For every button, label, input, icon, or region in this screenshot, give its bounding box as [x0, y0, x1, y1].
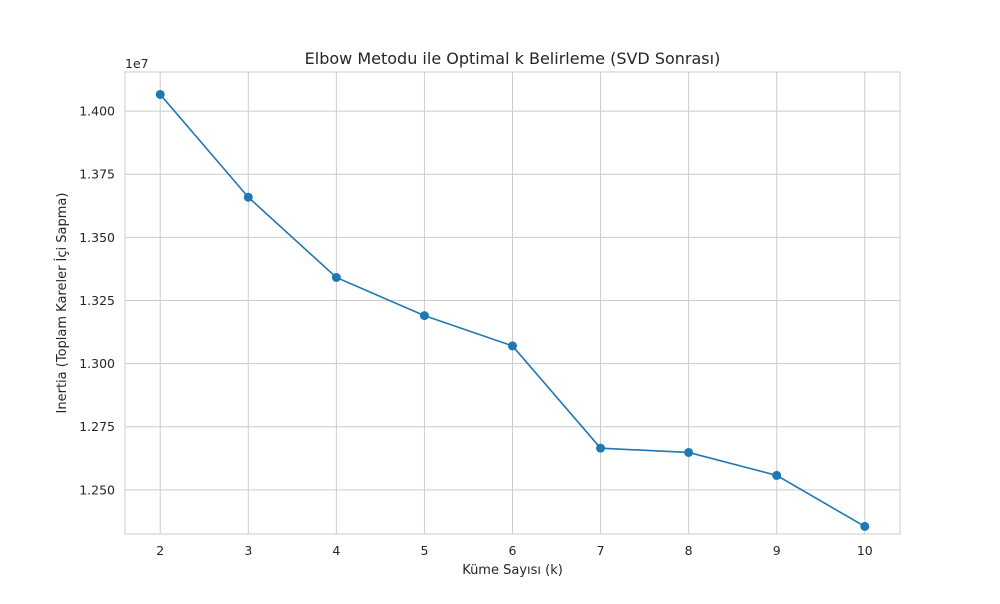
y-tick-label: 1.250	[79, 482, 115, 497]
x-tick-label: 5	[420, 543, 428, 558]
chart-title: Elbow Metodu ile Optimal k Belirleme (SV…	[305, 49, 721, 68]
y-axis-label: Inertia (Toplam Kareler İçi Sapma)	[54, 193, 70, 414]
data-point-marker	[155, 89, 165, 99]
y-tick-label: 1.400	[79, 104, 115, 119]
y-axis-offset-label: 1e7	[125, 56, 149, 71]
x-tick-label: 7	[597, 543, 605, 558]
data-point-marker	[772, 470, 782, 480]
series	[155, 89, 870, 531]
y-tick-label: 1.350	[79, 230, 115, 245]
y-tick-label: 1.325	[79, 293, 115, 308]
grid	[125, 72, 900, 534]
data-point-marker	[684, 447, 694, 457]
y-tick-label: 1.275	[79, 419, 115, 434]
plot-frame	[124, 71, 901, 535]
data-point-marker	[419, 311, 429, 321]
x-tick-label: 2	[156, 543, 164, 558]
y-tick-label: 1.300	[79, 356, 115, 371]
tick-labels: 2 3 4 5 6 7 8 9 10 1.250 1.275 1.300 1.325 1.350 1.375…	[79, 104, 873, 558]
x-axis-label: Küme Sayısı (k)	[462, 563, 563, 578]
data-point-marker	[596, 443, 606, 453]
data-point-marker	[860, 521, 870, 531]
x-tick-label: 6	[509, 543, 517, 558]
data-point-marker	[508, 341, 517, 351]
data-point-marker	[331, 273, 341, 283]
y-tick-label: 1.375	[79, 167, 115, 182]
x-tick-label: 4	[332, 543, 340, 558]
data-point-marker	[243, 192, 253, 202]
x-tick-label: 9	[773, 543, 781, 558]
x-tick-label: 3	[244, 543, 252, 558]
x-tick-label: 10	[857, 543, 873, 558]
x-tick-label: 8	[685, 543, 693, 558]
